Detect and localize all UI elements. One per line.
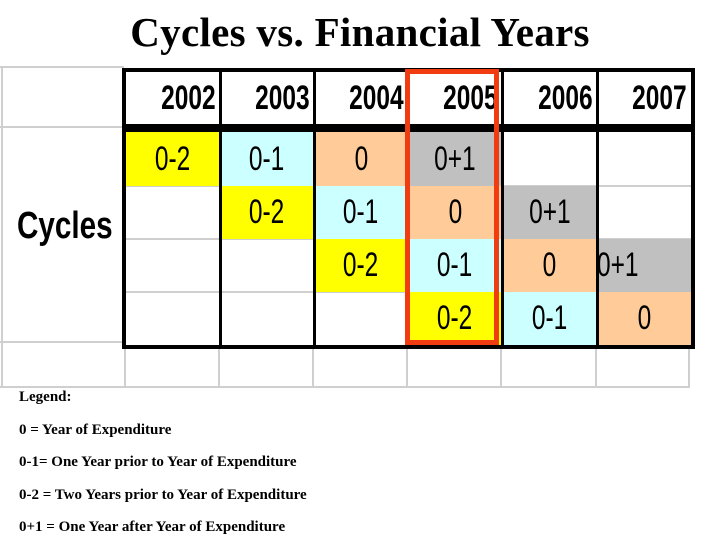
cell-empty <box>597 186 691 239</box>
cell-0: 0 <box>408 186 502 239</box>
column-divider <box>596 72 599 345</box>
cell-0+1: 0+1 <box>597 239 691 292</box>
cell-empty <box>220 292 314 345</box>
cell-empty <box>126 292 220 345</box>
legend-item-0-2: 0-2 = Two Years prior to Year of Expendi… <box>19 486 307 503</box>
legend-item-0: 0 = Year of Expenditure <box>19 421 172 438</box>
cell-empty <box>597 132 691 186</box>
cell-0: 0 <box>597 292 691 345</box>
grid-line <box>688 343 690 388</box>
legend-heading: Legend: <box>19 389 72 405</box>
cell-0-1: 0-1 <box>408 239 502 292</box>
column-divider <box>219 72 222 345</box>
cell-empty <box>126 186 220 239</box>
grid-line <box>406 343 408 388</box>
cell-0-2: 0-2 <box>314 239 408 292</box>
column-divider <box>501 72 504 345</box>
cell-0-2: 0-2 <box>220 186 314 239</box>
page-title: Cycles vs. Financial Years <box>130 9 590 55</box>
column-header-2004: 2004 <box>349 78 404 117</box>
grid-line <box>500 343 502 388</box>
legend: Legend: 0 = Year of Expenditure 0-1= One… <box>19 386 307 549</box>
legend-item-0-plus-1: 0+1 = One Year after Year of Expenditure <box>19 519 286 535</box>
cell-empty <box>314 292 408 345</box>
column-divider <box>407 72 410 345</box>
grid-line <box>218 343 220 388</box>
column-header-2003: 2003 <box>255 78 310 117</box>
grid-line <box>1 66 3 388</box>
cell-0+1: 0+1 <box>408 132 502 186</box>
cell-empty <box>220 239 314 292</box>
cell-empty <box>126 239 220 292</box>
cell-0-1: 0-1 <box>314 186 408 239</box>
cell-0: 0 <box>314 132 408 186</box>
grid-line <box>0 66 124 68</box>
grid-line <box>124 343 126 388</box>
cell-0+1: 0+1 <box>502 186 597 239</box>
column-header-2002: 2002 <box>161 78 216 117</box>
legend-item-0-1: 0-1= One Year prior to Year of Expenditu… <box>19 454 297 470</box>
cycles-row-label: Cycles <box>16 205 113 247</box>
grid-line <box>0 126 124 128</box>
cell-0-2: 0-2 <box>126 132 220 186</box>
cell-0-1: 0-1 <box>502 292 597 345</box>
cell-empty <box>502 132 597 186</box>
cell-0-2: 0-2 <box>408 292 502 345</box>
cell-0-1: 0-1 <box>220 132 314 186</box>
grid-line <box>0 386 690 388</box>
grid-line <box>595 343 597 388</box>
cell-0: 0 <box>502 239 597 292</box>
cycles-table: 2002 2003 2004 2005 2006 2007 0-2 0-1 0 0+1 0-2 0-1… <box>122 68 695 349</box>
column-header-2006: 2006 <box>538 78 593 117</box>
column-divider <box>313 72 316 345</box>
grid-line <box>312 343 314 388</box>
column-header-2005: 2005 <box>443 78 498 117</box>
column-header-2007: 2007 <box>632 78 687 117</box>
